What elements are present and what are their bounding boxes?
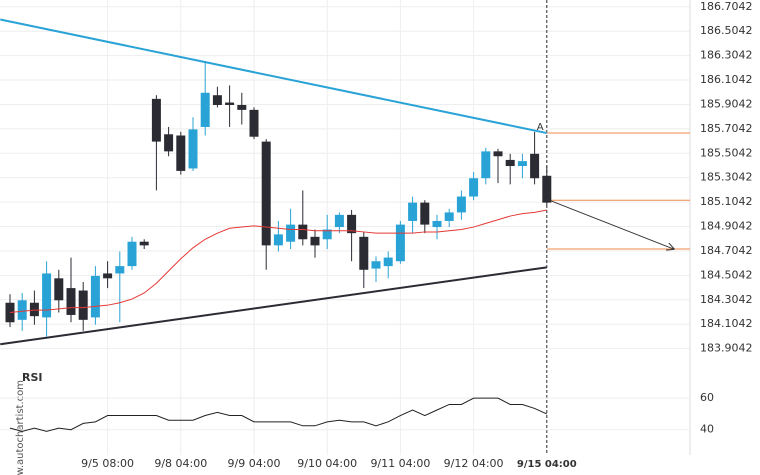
candle-body (273, 234, 283, 246)
candle-body (530, 153, 540, 179)
candle-body (261, 141, 271, 246)
candle-body (212, 95, 222, 105)
moving-average (9, 209, 547, 314)
candle-body (249, 109, 259, 137)
candle-body (188, 129, 198, 169)
candle-body (432, 220, 442, 228)
y-tick-label: 185.1042 (700, 195, 753, 208)
candle-body (29, 302, 39, 317)
candle-body (54, 278, 64, 301)
trendline (0, 266, 547, 346)
candle-body (237, 104, 247, 110)
y-tick-label: 186.1042 (700, 73, 753, 86)
candle-body (383, 257, 393, 267)
rsi-line (9, 397, 548, 432)
y-tick-label: 60 (700, 391, 714, 404)
y-tick-label: 186.5042 (700, 24, 753, 37)
panel-title: RSI (22, 371, 43, 384)
candle-body (286, 224, 296, 242)
y-tick-label: 40 (700, 423, 714, 436)
candle-body (322, 229, 332, 240)
y-tick-label: 183.9042 (700, 342, 753, 355)
candle-body (310, 236, 320, 246)
candle-body (225, 102, 235, 105)
x-tick-label: 9/8 04:00 (154, 457, 207, 470)
y-tick-label: 185.3042 (700, 171, 753, 184)
y-tick-label: 184.3042 (700, 293, 753, 306)
candle-body (139, 241, 149, 246)
y-tick-label: 184.9042 (700, 220, 753, 233)
x-tick-label: 9/15 04:00 (517, 459, 577, 470)
x-tick-label: 9/10 04:00 (297, 457, 357, 470)
y-tick-label: 186.7042 (700, 0, 753, 13)
trendline (0, 18, 548, 135)
candle-body (395, 224, 405, 262)
candle-body (359, 236, 369, 270)
candle-body (517, 161, 527, 167)
candle-body (371, 261, 381, 269)
candle-body (176, 135, 186, 171)
y-tick-label: 185.7042 (700, 122, 753, 135)
candle-body (481, 151, 491, 179)
candle-body (444, 212, 454, 221)
projection-arrow (549, 199, 673, 249)
candle-body (542, 175, 552, 203)
y-tick-label: 184.1042 (700, 317, 753, 330)
candle-body (408, 202, 418, 221)
watermark: www.autochartist.com (15, 380, 26, 475)
candle-body (298, 224, 308, 240)
candle-body (164, 134, 174, 152)
candle-body (505, 159, 515, 167)
candle-body (78, 290, 88, 320)
candle-body (334, 214, 344, 228)
x-tick-label: 9/9 04:00 (228, 457, 281, 470)
candle-body (127, 241, 137, 267)
candle-body (115, 266, 125, 274)
y-tick-label: 185.5042 (700, 146, 753, 159)
candle-body (456, 196, 466, 213)
y-tick-label: 184.5042 (700, 268, 753, 281)
x-tick-label: 9/12 04:00 (444, 457, 504, 470)
y-tick-label: 185.9042 (700, 97, 753, 110)
candle-body (17, 300, 27, 320)
x-tick-label: 9/11 04:00 (370, 457, 430, 470)
candle-body (103, 273, 113, 279)
y-tick-label: 186.3042 (700, 49, 753, 62)
candle-body (347, 214, 357, 234)
candle-body (66, 288, 76, 315)
candle-body (42, 273, 52, 318)
candle-body (493, 151, 503, 157)
candle-body (151, 98, 161, 142)
candle-body (90, 275, 100, 318)
candle-body (420, 202, 430, 225)
candle-body (469, 178, 479, 197)
annotation: A (537, 122, 544, 133)
x-tick-label: 9/5 08:00 (81, 457, 134, 470)
candle-body (200, 92, 210, 127)
y-tick-label: 184.7042 (700, 244, 753, 257)
